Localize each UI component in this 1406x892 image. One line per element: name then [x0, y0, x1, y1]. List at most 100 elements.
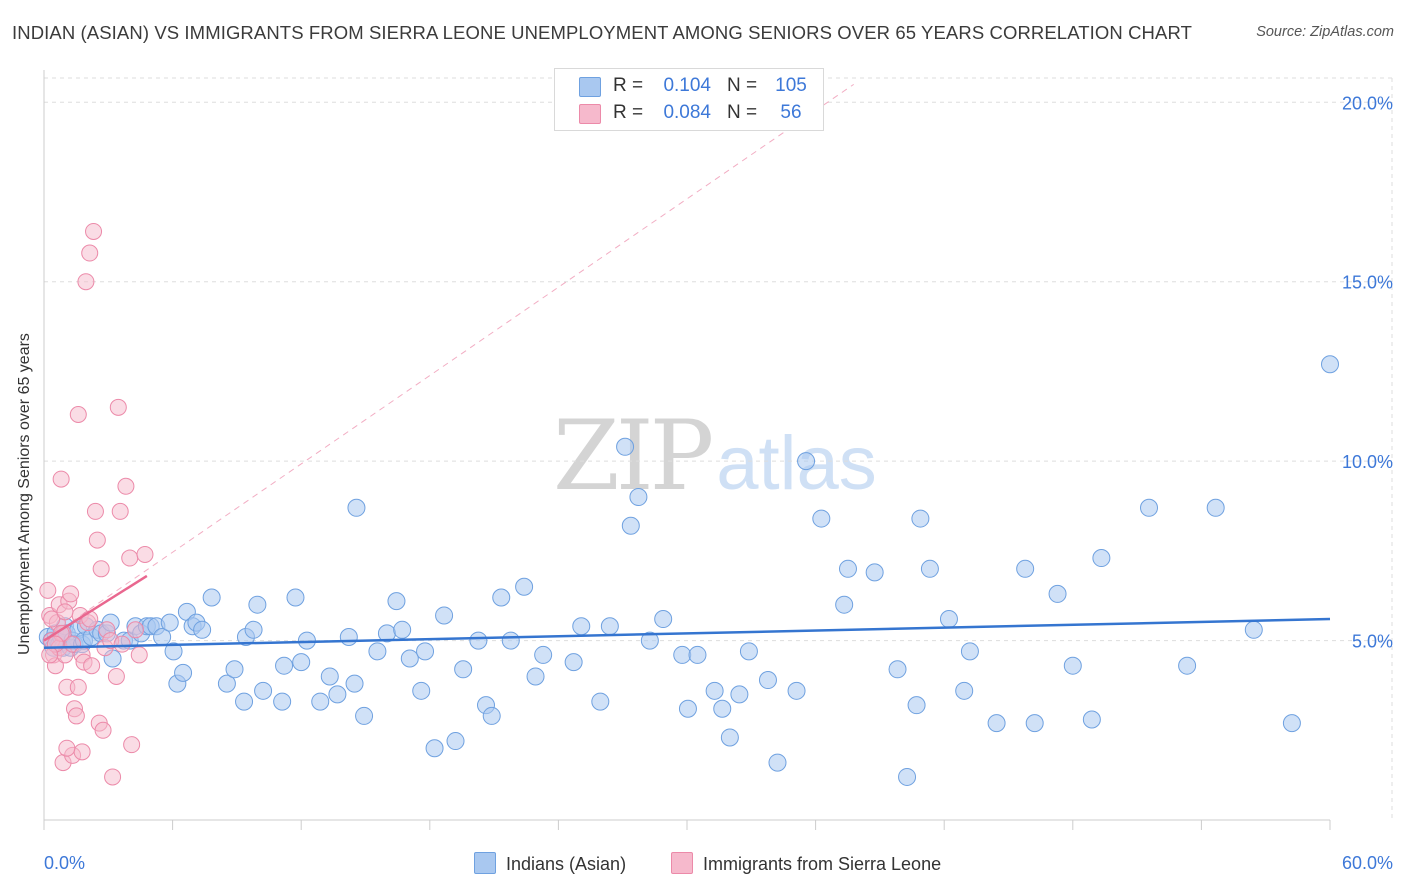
data-point [393, 620, 412, 639]
data-point [217, 674, 236, 693]
y-tick-label: 15.0% [1342, 273, 1393, 293]
y-tick-label: 5.0% [1352, 632, 1393, 652]
y-axis-label: Unemployment Among Seniors over 65 years [16, 333, 33, 655]
data-point [987, 714, 1006, 733]
tick-labels: 5.0% 10.0% 15.0% 20.0% 0.0% 60.0% [44, 93, 1393, 873]
legend-r-label: R = [613, 75, 644, 96]
legend-n-value: 105 [775, 75, 807, 96]
data-point [758, 671, 777, 690]
data-point [435, 606, 454, 625]
legend-swatch-pink [579, 104, 601, 124]
data-point [600, 617, 619, 636]
data-point [88, 531, 106, 549]
data-point [835, 595, 854, 614]
data-point [202, 588, 221, 607]
trend-line-indians [43, 617, 1331, 650]
data-point [248, 595, 267, 614]
data-point [629, 488, 648, 507]
data-point [1063, 656, 1082, 675]
data-point [39, 581, 57, 599]
stats-legend: R = 0.104 N = 105 R = 0.084 N = 56 [554, 68, 824, 131]
data-point [254, 681, 273, 700]
data-point [1178, 656, 1197, 675]
data-point [225, 660, 244, 679]
data-point [454, 660, 473, 679]
data-point [126, 621, 144, 639]
bottom-legend-label: Immigrants from Sierra Leone [703, 854, 942, 874]
data-point [1244, 620, 1263, 639]
data-point [673, 645, 692, 664]
data-point [865, 563, 884, 582]
data-point [275, 656, 294, 675]
data-point [273, 692, 292, 711]
data-point [572, 617, 591, 636]
data-point [678, 699, 697, 718]
bottom-legend-label: Indians (Asian) [506, 854, 627, 874]
data-point [616, 437, 635, 456]
data-point [621, 516, 640, 535]
data-point [136, 545, 154, 563]
data-point [960, 642, 979, 661]
data-point [235, 692, 254, 711]
bottom-legend-swatch-pink [671, 852, 693, 874]
data-point [515, 577, 534, 596]
data-point [812, 509, 831, 528]
series-sierra-leone [39, 222, 154, 786]
data-point [898, 767, 917, 786]
data-point [469, 631, 488, 650]
data-point [311, 692, 330, 711]
data-point [69, 405, 87, 423]
data-point [286, 588, 305, 607]
data-point [1321, 355, 1339, 374]
data-point [591, 692, 610, 711]
data-point [911, 509, 930, 528]
legend-n-label: N = [727, 102, 758, 123]
chart-title: INDIAN (ASIAN) VS IMMIGRANTS FROM SIERRA… [12, 22, 1192, 43]
data-point [67, 707, 85, 725]
data-point [117, 477, 135, 495]
data-point [107, 667, 125, 685]
data-point [1025, 714, 1044, 733]
data-point [888, 660, 907, 679]
data-point [69, 678, 87, 696]
data-point [939, 610, 958, 629]
data-point [838, 559, 857, 578]
data-point [534, 645, 553, 664]
data-point [130, 646, 148, 664]
y-tick-label: 10.0% [1342, 452, 1393, 472]
bottom-legend-swatch-blue [474, 852, 496, 874]
data-point [705, 681, 724, 700]
trend-line-sierra-leone [43, 574, 148, 642]
data-point [1082, 710, 1101, 729]
data-point [113, 635, 131, 653]
data-point [797, 452, 816, 471]
legend-swatch-blue [579, 77, 601, 97]
data-point [43, 610, 61, 628]
x-tick-label-left: 0.0% [44, 853, 85, 873]
watermark-atlas: atlas [716, 421, 877, 506]
data-point [955, 681, 974, 700]
data-point [526, 667, 545, 686]
data-point [347, 498, 366, 517]
data-point [400, 649, 419, 668]
legend-n-label: N = [727, 75, 758, 96]
source-label: Source: ZipAtlas.com [1256, 24, 1394, 40]
data-point [1016, 559, 1035, 578]
data-point [94, 721, 112, 739]
trend-extended-layer [43, 83, 854, 641]
data-point [83, 657, 101, 675]
data-point [720, 728, 739, 747]
data-point [77, 273, 95, 291]
data-point [62, 585, 80, 603]
data-point [73, 743, 91, 761]
data-point [292, 653, 311, 672]
data-point [387, 592, 406, 611]
data-point [56, 603, 74, 621]
data-point [111, 502, 129, 520]
trend-line-sierra-leone-extended [43, 83, 854, 641]
data-point [1282, 714, 1301, 733]
data-point [730, 685, 749, 704]
x-tick-label-right: 60.0% [1342, 853, 1393, 873]
data-point [1206, 498, 1225, 517]
